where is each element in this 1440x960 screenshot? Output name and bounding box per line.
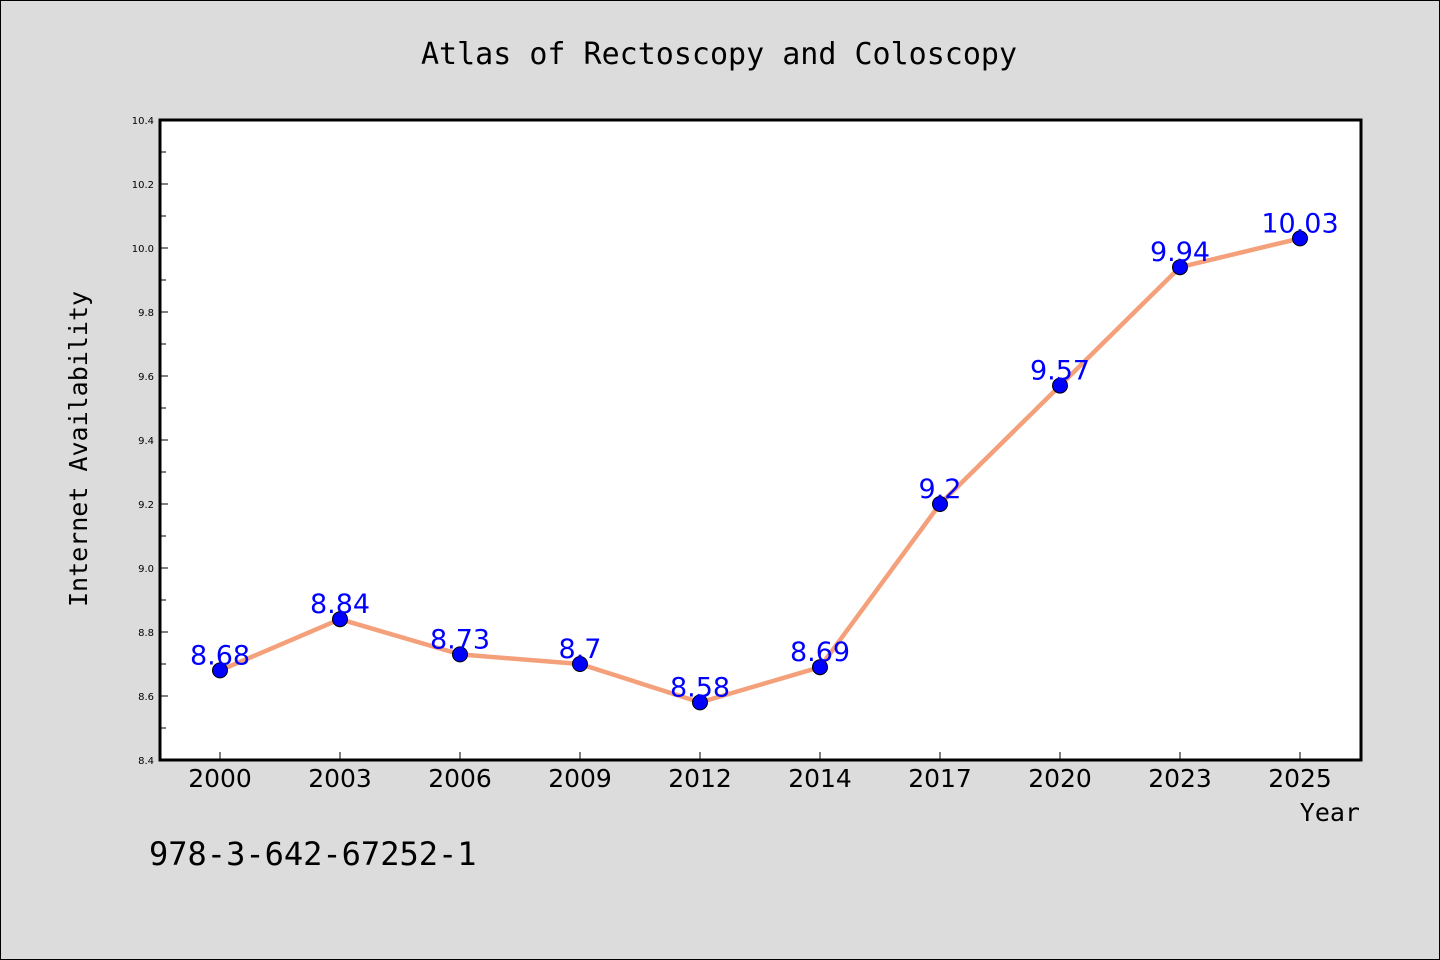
x-tick-label: 2006	[428, 764, 492, 793]
x-tick-label: 2014	[788, 764, 852, 793]
y-tick-label: 10.0	[132, 244, 154, 255]
data-label: 8.68	[190, 640, 250, 671]
y-tick-label: 9.6	[138, 372, 154, 383]
data-label: 8.58	[670, 672, 730, 703]
y-tick-label: 8.4	[138, 756, 154, 767]
data-label: 9.2	[919, 474, 962, 505]
x-axis-label: Year	[1300, 798, 1360, 827]
data-point	[932, 496, 948, 512]
x-tick-label: 2012	[668, 764, 732, 793]
x-tick-label: 2000	[188, 764, 252, 793]
data-point	[1052, 377, 1068, 394]
x-tick-label: 2003	[308, 764, 372, 793]
data-point	[572, 656, 588, 672]
data-label: 8.7	[559, 634, 602, 665]
x-axis: 2000 2003 2006 2009 2012 2014 2017 2020 2023 2025	[188, 752, 1332, 793]
data-label: 9.57	[1030, 356, 1090, 387]
data-label: 9.94	[1150, 237, 1210, 268]
series-line	[217, 236, 1303, 705]
data-point	[1172, 259, 1188, 276]
y-axis-label: Internet Availability	[64, 291, 93, 607]
data-label: 8.73	[430, 624, 490, 655]
data-label: 8.69	[790, 637, 850, 668]
x-tick-label: 2017	[908, 764, 972, 793]
data-point	[212, 662, 228, 679]
series-layer: 8.68 8.84 8.73 8.7 8.58 8.69 9.2 9.57 9.94 10.03	[190, 208, 1339, 711]
data-point	[332, 611, 348, 628]
x-tick-label: 2009	[548, 764, 612, 793]
data-point	[1292, 230, 1308, 247]
data-point	[452, 646, 468, 663]
x-tick-label: 2025	[1268, 764, 1332, 793]
y-tick-label: 9.2	[138, 500, 154, 511]
data-label: 10.03	[1261, 208, 1338, 239]
y-tick-label: 9.4	[138, 436, 154, 447]
y-tick-label: 10.4	[132, 116, 154, 127]
data-point	[692, 694, 708, 711]
isbn-annotation: 978-3-642-67252-1	[149, 835, 477, 873]
y-tick-label: 8.8	[138, 628, 154, 639]
y-tick-label: 9.8	[138, 308, 154, 319]
x-tick-label: 2020	[1028, 764, 1092, 793]
data-point	[812, 659, 828, 676]
chart-title: Atlas of Rectoscopy and Coloscopy	[421, 37, 1017, 72]
data-label: 8.84	[310, 589, 370, 620]
plot-area	[158, 118, 1363, 762]
y-axis: 8.4 8.6 8.8 9.0 9.2 9.4 9.6 9.8 10.0 10.2 10.4	[132, 116, 168, 767]
y-tick-label: 10.2	[132, 180, 154, 191]
y-tick-label: 9.0	[138, 564, 154, 575]
y-tick-label: 8.6	[138, 692, 154, 703]
x-tick-label: 2023	[1148, 764, 1212, 793]
